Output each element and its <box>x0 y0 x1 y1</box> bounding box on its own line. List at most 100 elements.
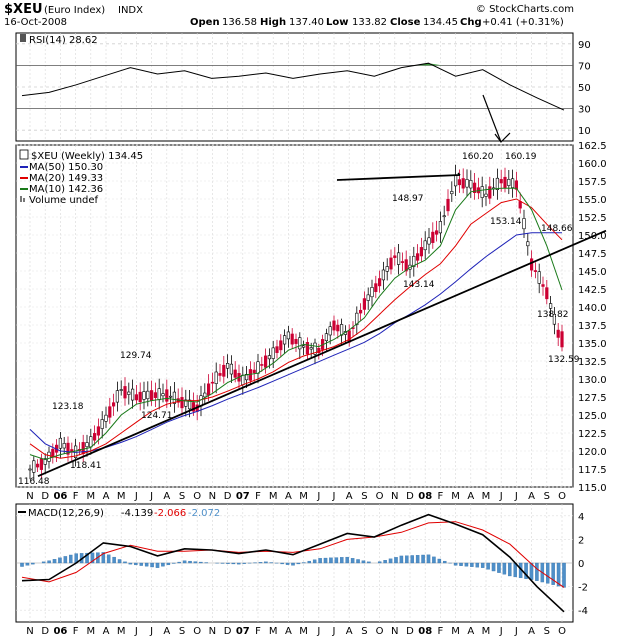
candle-body <box>39 458 43 470</box>
x-tick-label-bottom: F <box>255 626 261 637</box>
macd-histogram-bar <box>383 560 387 564</box>
price-tick-label: 150.0 <box>578 231 607 242</box>
price-tick-label: 127.5 <box>578 393 607 404</box>
candle-body <box>32 460 36 473</box>
candle-body <box>533 270 537 272</box>
x-tick-label-bottom: 07 <box>236 626 250 637</box>
candle-body <box>267 355 272 360</box>
rsi-tick-label: 90 <box>578 40 591 51</box>
candle-body <box>263 355 268 368</box>
x-tick-label-bottom: M <box>451 626 460 637</box>
candle-body <box>472 182 477 193</box>
macd-signal-line <box>21 521 565 588</box>
macd-histogram-bar <box>117 559 122 564</box>
x-tick-label-top: 06 <box>53 491 67 502</box>
macd-histogram-bar <box>437 558 442 564</box>
macd-histogram-bar <box>459 562 463 566</box>
rsi-layer <box>21 62 565 143</box>
candle-body <box>58 437 62 449</box>
macd-histogram-bar <box>25 562 30 566</box>
price-annotation: 138.82 <box>537 310 569 320</box>
candle-body <box>404 259 408 272</box>
x-tick-label-bottom: M <box>482 626 491 637</box>
price-tick-label: 160.0 <box>578 159 607 170</box>
macd-histogram-bar <box>318 558 322 564</box>
x-tick-label-bottom: J <box>316 626 320 637</box>
price-tick-label: 120.0 <box>578 447 607 458</box>
x-tick-label-top: M <box>299 491 308 502</box>
macd-histogram-bar <box>345 556 349 564</box>
price-tick-label: 162.5 <box>578 141 607 152</box>
price-tick-label: 125.0 <box>578 411 607 422</box>
x-tick-label-bottom: J <box>499 626 503 637</box>
candle-body <box>389 257 393 270</box>
candle-body <box>400 261 405 263</box>
macd-histogram-bar <box>426 554 431 564</box>
candle-body <box>191 402 196 412</box>
macd-histogram-bar <box>367 561 371 564</box>
x-tick-label-top: O <box>376 491 384 502</box>
macd-histogram-bar <box>545 562 550 584</box>
x-tick-label-bottom: J <box>514 626 518 637</box>
candle-body <box>210 381 215 384</box>
chg-label: Chg <box>460 17 482 28</box>
candle-body <box>510 178 515 188</box>
candle-body <box>381 269 386 281</box>
macd-histogram-bar <box>101 552 106 564</box>
x-tick-label-top: N <box>391 491 398 502</box>
x-tick-label-bottom: 08 <box>418 626 432 637</box>
candle-body <box>43 458 47 465</box>
macd-histogram-bar <box>291 562 295 566</box>
rsi-overbought-fill <box>414 63 443 66</box>
x-tick-label-top: S <box>544 491 550 502</box>
x-tick-label-top: S <box>361 491 367 502</box>
ma10-legend: MA(10) 142.36 <box>29 184 103 195</box>
macd-histogram-bar <box>258 562 263 564</box>
candle-body <box>70 449 74 452</box>
candle-body <box>480 186 484 198</box>
candle-body <box>484 193 488 197</box>
candle-body <box>180 397 184 409</box>
x-tick-label-top: S <box>179 491 185 502</box>
macd-histogram-bar <box>31 562 35 565</box>
x-tick-label-top: F <box>255 491 261 502</box>
candle-body <box>165 389 169 402</box>
candle-body <box>275 346 279 353</box>
candle-body <box>271 347 275 359</box>
high-value: 137.40 <box>289 17 324 28</box>
candle-body <box>374 283 378 292</box>
candle-body <box>560 331 564 348</box>
price-tick-label: 145.0 <box>578 267 607 278</box>
x-tick-label-top: M <box>451 491 460 502</box>
symbol: $XEU <box>4 2 43 17</box>
macd-layer <box>20 513 566 613</box>
candle-body <box>461 178 465 189</box>
price-tick-label: 140.0 <box>578 303 607 314</box>
candle-body <box>453 174 458 187</box>
macd-histogram-bar <box>340 557 344 564</box>
axis-layer: NNDD0606FFMMAAMMJJJJAASSOONNDD0707FFMMAA… <box>26 40 606 637</box>
candle-body <box>415 253 420 261</box>
x-tick-label-bottom: 06 <box>53 626 67 637</box>
candle-body <box>434 230 439 235</box>
chg-value: +0.41 (+0.31%) <box>482 17 564 28</box>
candle-body <box>526 241 530 247</box>
candle-body <box>446 198 450 212</box>
volume-legend: Volume undef <box>29 195 99 206</box>
x-tick-label-bottom: S <box>361 626 367 637</box>
candle-body <box>184 399 188 407</box>
macd-histogram-bar <box>150 562 154 568</box>
close-value: 134.45 <box>423 17 458 28</box>
macd-histogram-bar <box>361 560 366 564</box>
x-tick-label-bottom: F <box>73 626 79 637</box>
candle-body <box>93 433 97 441</box>
macd-histogram-bar <box>177 561 181 564</box>
macd-histogram-bar <box>312 559 317 564</box>
macd-histogram-bar <box>329 557 333 564</box>
macd-value: -4.139 <box>121 508 153 519</box>
price-tick-label: 155.0 <box>578 195 607 206</box>
rsi-tick-label: 70 <box>578 61 591 72</box>
macd-histogram-bar <box>231 562 236 565</box>
price-annotation: 160.19 <box>505 152 537 162</box>
macd-histogram-bar <box>90 552 95 564</box>
